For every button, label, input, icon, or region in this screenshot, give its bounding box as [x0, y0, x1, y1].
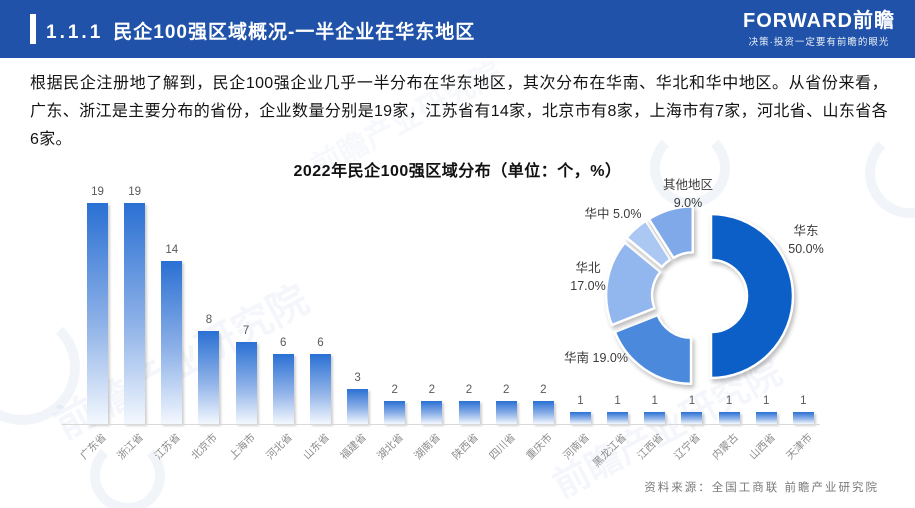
donut-segment-华中 [625, 219, 672, 269]
donut-label-华南: 华南 19.0% [564, 351, 628, 365]
bar-value-label: 19 [128, 186, 142, 198]
page-title-text: 民企100强区域概况-一半企业在华东地区 [113, 22, 476, 43]
donut-label-华北: 华北 17.0% [570, 261, 606, 293]
bar [161, 261, 183, 424]
donut-label-华中: 华中 5.0% [584, 207, 642, 221]
bar-value-label: 2 [391, 384, 398, 396]
bar [495, 401, 517, 424]
bar [458, 401, 480, 424]
bar [384, 401, 406, 424]
bar-value-label: 1 [651, 395, 658, 407]
bar-value-label: 6 [317, 337, 324, 349]
bar [421, 401, 443, 424]
bar-value-label: 1 [614, 395, 621, 407]
bar [235, 342, 257, 424]
bar-value-label: 2 [465, 384, 473, 396]
donut-segment-华北 [604, 241, 662, 327]
donut-label-其他地区: 其他地区 9.0% [662, 178, 714, 210]
source-note: 资料来源：全国工商联 前瞻产业研究院 [644, 482, 879, 494]
bar [198, 331, 220, 424]
bar [681, 412, 703, 424]
bar [347, 389, 369, 424]
chart-title: 2022年民企100强区域分布（单位：个，%） [293, 163, 622, 180]
section-number: 1.1.1 [46, 22, 104, 43]
brand-logo: FORWARD前瞻 决策·投资一定要有前瞻的眼光 [743, 9, 895, 48]
header-band: 1.1.1 民企100强区域概况-一半企业在华东地区 FORWARD前瞻 决策·投… [0, 0, 915, 58]
bar [272, 354, 294, 424]
donut-segment-华东 [709, 212, 795, 380]
bar [124, 203, 146, 424]
bar-value-label: 7 [242, 325, 250, 337]
brand-logo-wordmark: FORWARD前瞻 [743, 10, 895, 32]
bar-value-label: 1 [688, 395, 696, 407]
bar-value-label: 1 [762, 395, 770, 407]
bar [607, 412, 629, 424]
page-title: 1.1.1 民企100强区域概况-一半企业在华东地区 [46, 17, 475, 44]
bar-value-label: 2 [540, 384, 547, 396]
brand-slogan: 决策·投资一定要有前瞻的眼光 [748, 37, 890, 48]
x-axis-line [62, 424, 820, 425]
bar-value-label: 14 [165, 244, 179, 256]
bar-value-label: 1 [800, 395, 807, 407]
summary-paragraph: 根据民企注册地了解到，民企100强企业几乎一半分布在华东地区，其次分布在华南、华… [30, 75, 888, 148]
bar [718, 412, 740, 424]
bar [755, 412, 777, 424]
donut-label-华东: 华东 50.0% [788, 224, 824, 256]
bar-value-label: 3 [354, 372, 361, 384]
bar-value-label: 2 [502, 384, 510, 396]
bar-value-label: 6 [280, 337, 287, 349]
bar [569, 412, 591, 424]
watermark-logo-ring [0, 310, 80, 425]
donut-segment-其他地区 [647, 205, 695, 260]
bar [87, 203, 108, 424]
bar [309, 354, 331, 424]
bar [792, 412, 814, 424]
bar [644, 412, 666, 424]
bar-value-label: 2 [428, 384, 436, 396]
bar-value-label: 1 [725, 395, 733, 407]
title-accent-bar [30, 14, 36, 44]
bar-value-label: 19 [91, 186, 104, 198]
bar-value-label: 8 [205, 314, 213, 326]
bar [532, 401, 554, 424]
bar-value-label: 1 [577, 395, 584, 407]
